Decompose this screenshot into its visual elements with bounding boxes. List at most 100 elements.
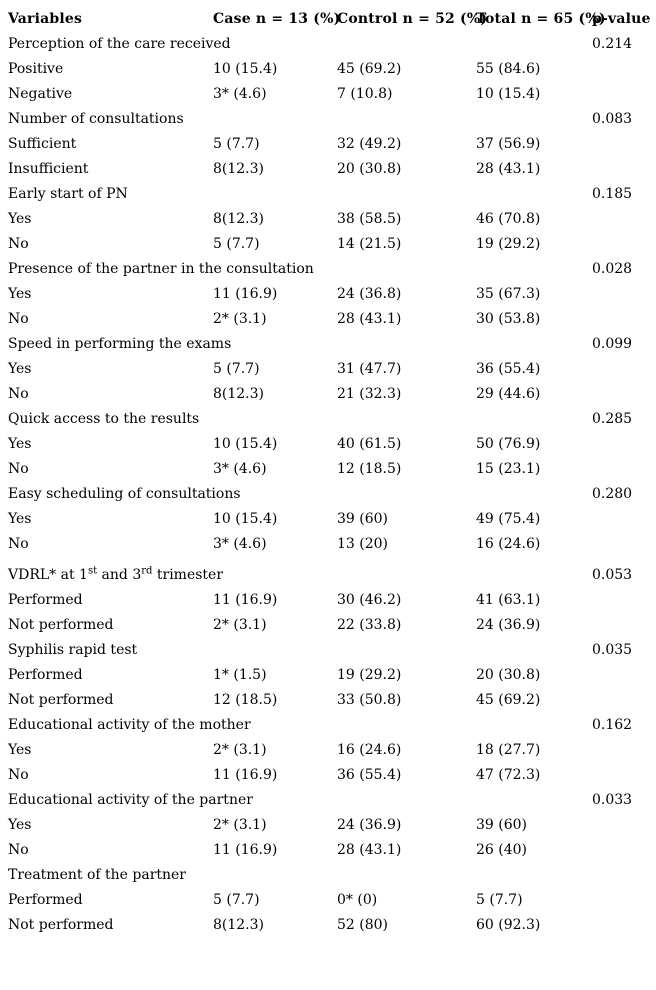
p-value-cell (592, 379, 654, 404)
p-value-cell (592, 304, 654, 329)
control-cell: 24 (36.8) (337, 286, 402, 302)
case-cell (213, 404, 337, 429)
table-row: Educational activity of the mother 0.162 (8, 710, 654, 735)
p-value-cell (592, 79, 654, 104)
table-row: No 3* (4.6) 13 (20) 16 (24.6) (8, 529, 654, 554)
total-cell: 29 (44.6) (476, 386, 541, 402)
table-row: Easy scheduling of consultations 0.280 (8, 479, 654, 504)
total-cell: 10 (15.4) (476, 86, 541, 102)
table-row: VDRL* at 1st and 3rd trimester 0.053 (8, 554, 654, 585)
variable-cell: No (8, 842, 29, 858)
table-header: Variables Case n = 13 (%) Control n = 52… (8, 4, 654, 29)
variable-cell: Speed in performing the exams (8, 336, 232, 352)
variable-cell: Presence of the partner in the consultat… (8, 261, 314, 277)
total-cell (476, 179, 592, 204)
total-cell: 36 (55.4) (476, 361, 541, 377)
variable-cell: No (8, 311, 29, 327)
variable-cell: No (8, 767, 29, 783)
total-cell: 18 (27.7) (476, 742, 541, 758)
control-cell: 7 (10.8) (337, 86, 393, 102)
variable-cell: Performed (8, 667, 83, 683)
case-cell: 2* (3.1) (213, 817, 267, 833)
table-row: Educational activity of the partner 0.033 (8, 785, 654, 810)
total-cell: 41 (63.1) (476, 592, 541, 608)
table-row: Performed 11 (16.9) 30 (46.2) 41 (63.1) (8, 585, 654, 610)
variable-cell: Yes (8, 817, 32, 833)
variable-cell: Performed (8, 592, 83, 608)
table-row: Not performed 2* (3.1) 22 (33.8) 24 (36.9) (8, 610, 654, 635)
p-value-cell (592, 610, 654, 635)
p-value-cell (592, 585, 654, 610)
p-value-cell (592, 429, 654, 454)
table-row: Yes 10 (15.4) 39 (60) 49 (75.4) (8, 504, 654, 529)
variable-cell: Quick access to the results (8, 411, 200, 427)
total-cell (476, 104, 592, 129)
control-cell (337, 710, 476, 735)
column-header-variables: Variables (8, 11, 83, 27)
case-cell: 2* (3.1) (213, 742, 267, 758)
total-cell: 26 (40) (476, 842, 528, 858)
variable-cell: Educational activity of the partner (8, 792, 253, 808)
case-cell (213, 179, 337, 204)
control-cell: 45 (69.2) (337, 61, 402, 77)
total-cell: 24 (36.9) (476, 617, 541, 633)
case-cell: 1* (1.5) (213, 667, 267, 683)
table-row: No 11 (16.9) 28 (43.1) 26 (40) (8, 835, 654, 860)
p-value-cell: 0.083 (592, 111, 633, 127)
p-value-cell: 0.214 (592, 36, 633, 52)
total-cell: 46 (70.8) (476, 211, 541, 227)
p-value-cell (592, 685, 654, 710)
variable-cell: Not performed (8, 917, 114, 933)
case-cell (213, 329, 337, 354)
table-row: No 8(12.3) 21 (32.3) 29 (44.6) (8, 379, 654, 404)
p-value-cell (592, 860, 654, 885)
case-cell: 3* (4.6) (213, 86, 267, 102)
total-cell (476, 254, 592, 279)
table-row: Not performed 8(12.3) 52 (80) 60 (92.3) (8, 910, 654, 935)
variable-cell: No (8, 386, 29, 402)
p-value-cell (592, 354, 654, 379)
total-cell: 30 (53.8) (476, 311, 541, 327)
control-cell (337, 254, 476, 279)
control-cell (337, 785, 476, 810)
total-cell: 35 (67.3) (476, 286, 541, 302)
case-cell: 11 (16.9) (213, 592, 278, 608)
total-cell: 28 (43.1) (476, 161, 541, 177)
control-cell: 28 (43.1) (337, 311, 402, 327)
variable-cell: Yes (8, 211, 32, 227)
case-cell (213, 104, 337, 129)
case-cell: 5 (7.7) (213, 236, 260, 252)
case-cell: 12 (18.5) (213, 692, 278, 708)
case-cell (213, 860, 337, 885)
case-cell (213, 29, 337, 54)
table-row: Performed 1* (1.5) 19 (29.2) 20 (30.8) (8, 660, 654, 685)
variable-cell: Not performed (8, 692, 114, 708)
p-value-cell (592, 810, 654, 835)
control-cell: 52 (80) (337, 917, 389, 933)
total-cell (476, 29, 592, 54)
column-header-control: Control n = 52 (%) (337, 11, 488, 27)
table-row: No 5 (7.7) 14 (21.5) 19 (29.2) (8, 229, 654, 254)
variable-cell: Sufficient (8, 136, 77, 152)
control-cell: 39 (60) (337, 511, 389, 527)
control-cell: 36 (55.4) (337, 767, 402, 783)
p-value-cell: 0.162 (592, 717, 633, 733)
p-value-cell: 0.280 (592, 486, 633, 502)
control-cell: 13 (20) (337, 536, 389, 552)
p-value-cell: 0.099 (592, 336, 633, 352)
variable-cell: Educational activity of the mother (8, 717, 251, 733)
case-cell: 2* (3.1) (213, 617, 267, 633)
control-cell: 0* (0) (337, 892, 378, 908)
control-cell (337, 29, 476, 54)
total-cell (476, 860, 592, 885)
control-cell (337, 479, 476, 504)
total-cell: 45 (69.2) (476, 692, 541, 708)
variable-cell: Yes (8, 436, 32, 452)
p-value-cell (592, 910, 654, 935)
variable-cell: Insufficient (8, 161, 89, 177)
total-cell: 50 (76.9) (476, 436, 541, 452)
case-cell: 10 (15.4) (213, 511, 278, 527)
total-cell: 49 (75.4) (476, 511, 541, 527)
table-row: Presence of the partner in the consultat… (8, 254, 654, 279)
